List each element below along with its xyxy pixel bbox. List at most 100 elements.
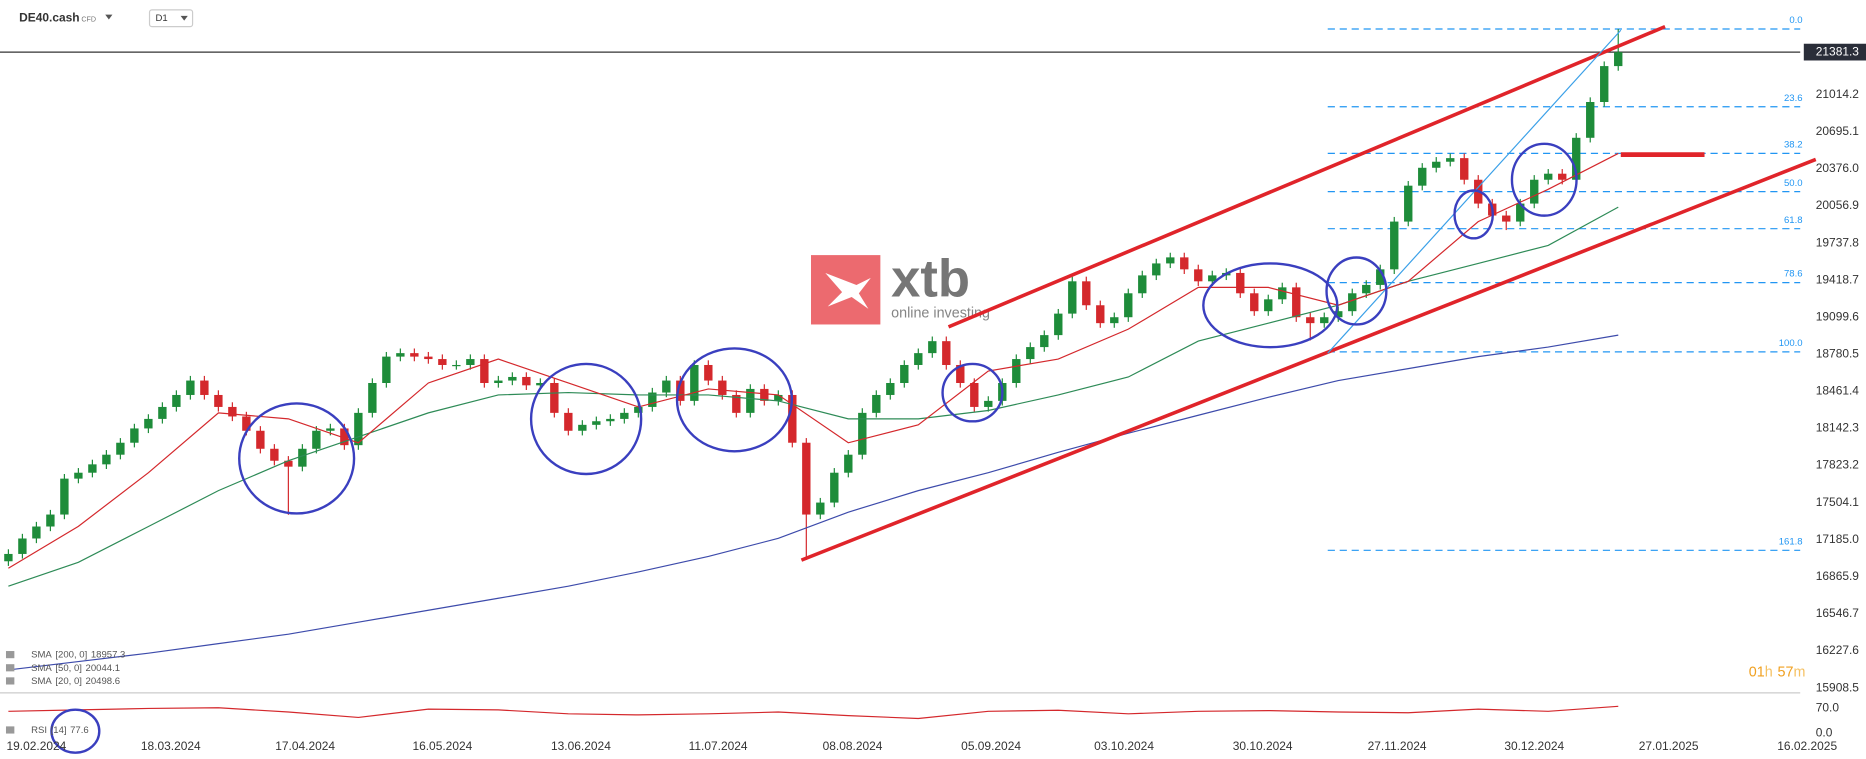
candle-body: [452, 364, 461, 367]
y-tick-label: 20056.9: [1816, 198, 1860, 212]
candle-body: [340, 428, 349, 446]
timeframe-select[interactable]: [148, 9, 194, 28]
candle-body: [1544, 173, 1553, 180]
y-tick-label: 21014.2: [1816, 87, 1860, 101]
candle-body: [900, 364, 909, 383]
candle-body: [1362, 284, 1371, 294]
candle-body: [508, 376, 517, 381]
candle-body: [648, 392, 657, 407]
legend-name: RSI: [31, 725, 47, 736]
x-tick-label: 30.10.2024: [1233, 739, 1293, 753]
legend-icon: [5, 726, 15, 734]
candle-body: [1194, 269, 1203, 282]
candle-body: [1138, 275, 1147, 294]
x-tick-label: 17.04.2024: [275, 739, 335, 753]
candle-body: [564, 412, 573, 431]
candle-body: [1334, 311, 1343, 318]
candle-body: [578, 424, 587, 431]
y-tick-label: 16546.7: [1816, 606, 1860, 620]
candle-body: [1390, 221, 1399, 270]
x-tick-label: 13.06.2024: [551, 739, 611, 753]
minutes: 57: [1778, 664, 1794, 680]
candle-body: [592, 421, 601, 425]
legend-last: 77.6: [70, 725, 89, 736]
x-tick-label: 27.11.2024: [1368, 739, 1427, 753]
candle-body: [1054, 313, 1063, 336]
candle-body: [326, 428, 335, 431]
candle-body: [1460, 158, 1469, 180]
candle-body: [466, 359, 475, 365]
y-tick-label: 20376.0: [1816, 161, 1860, 175]
legend-params: [50, 0]: [55, 662, 82, 673]
sma-line: [8, 152, 1619, 569]
rsi-legend: RSI [14] 77.6: [31, 725, 89, 736]
fib-label: 161.8: [1779, 536, 1803, 547]
y-tick-label: 17185.0: [1816, 532, 1860, 546]
timeframe[interactable]: D1: [156, 13, 168, 24]
candle-body: [1600, 66, 1609, 103]
y-tick-label: 20695.1: [1816, 124, 1860, 138]
x-tick-label: 19.02.2024: [6, 739, 66, 753]
candle-body: [242, 416, 251, 431]
candle-body: [1516, 203, 1525, 222]
candle-body: [942, 341, 951, 365]
dropdown-arrow[interactable]: [180, 15, 188, 21]
candle-body: [1068, 281, 1077, 314]
symbol[interactable]: DE40.cash: [19, 10, 79, 24]
candle-body: [74, 472, 83, 479]
instrument-type: CFD: [81, 15, 96, 23]
candle-body: [1432, 161, 1441, 168]
candle-body: [228, 406, 237, 417]
candle-body: [1278, 287, 1287, 300]
candle-body: [424, 356, 433, 360]
candle-body: [130, 428, 139, 443]
dropdown-arrow[interactable]: [105, 14, 113, 20]
candle-body: [1166, 257, 1175, 264]
candle-body: [1152, 263, 1161, 276]
legend-params: [14]: [51, 725, 67, 736]
candle-body: [1082, 281, 1091, 306]
highlight-circle: [1325, 256, 1388, 326]
candle-body: [284, 460, 293, 467]
candle-body: [1012, 359, 1021, 383]
candle-body: [1110, 317, 1119, 324]
legend-entry: SMA [20, 0] 20498.6: [31, 675, 120, 686]
candle-body: [550, 382, 559, 413]
legend-last: 20044.1: [86, 662, 121, 673]
legend-icon: [5, 664, 15, 672]
candle-body: [634, 406, 643, 413]
y-tick-label: 18780.5: [1816, 347, 1860, 361]
rsi-tick-label: 0.0: [1816, 726, 1833, 740]
candle-body: [704, 364, 713, 381]
legend-icon: [5, 651, 15, 659]
candle-body: [1348, 293, 1357, 312]
candle-body: [1502, 215, 1511, 222]
fib-label: 100.0: [1779, 338, 1803, 349]
legend-name: SMA: [31, 649, 52, 660]
sma-line: [8, 334, 1619, 671]
countdown: 01h 57m: [1749, 664, 1806, 680]
highlight-circle: [238, 402, 356, 515]
candle-body: [410, 353, 419, 357]
candle-body: [970, 382, 979, 407]
candle-body: [1376, 269, 1385, 285]
candle-body: [914, 353, 923, 365]
legend-params: [200, 0]: [55, 649, 87, 660]
fib-label: 78.6: [1784, 269, 1803, 280]
x-tick-label: 27.01.2025: [1639, 739, 1699, 753]
candle-body: [788, 394, 797, 443]
candle-body: [1446, 158, 1455, 162]
candle-body: [1320, 317, 1329, 324]
candle-body: [536, 382, 545, 386]
highlight-circle: [941, 362, 1004, 423]
candle-body: [256, 430, 265, 449]
candle-body: [494, 380, 503, 383]
candle-body: [1292, 287, 1301, 318]
y-tick-label: 18461.4: [1816, 384, 1860, 398]
rsi-line: [8, 705, 1619, 720]
channel-upper: [947, 24, 1666, 329]
x-tick-label: 18.03.2024: [141, 739, 201, 753]
candle-body: [4, 553, 13, 562]
candle-body: [1250, 293, 1259, 312]
